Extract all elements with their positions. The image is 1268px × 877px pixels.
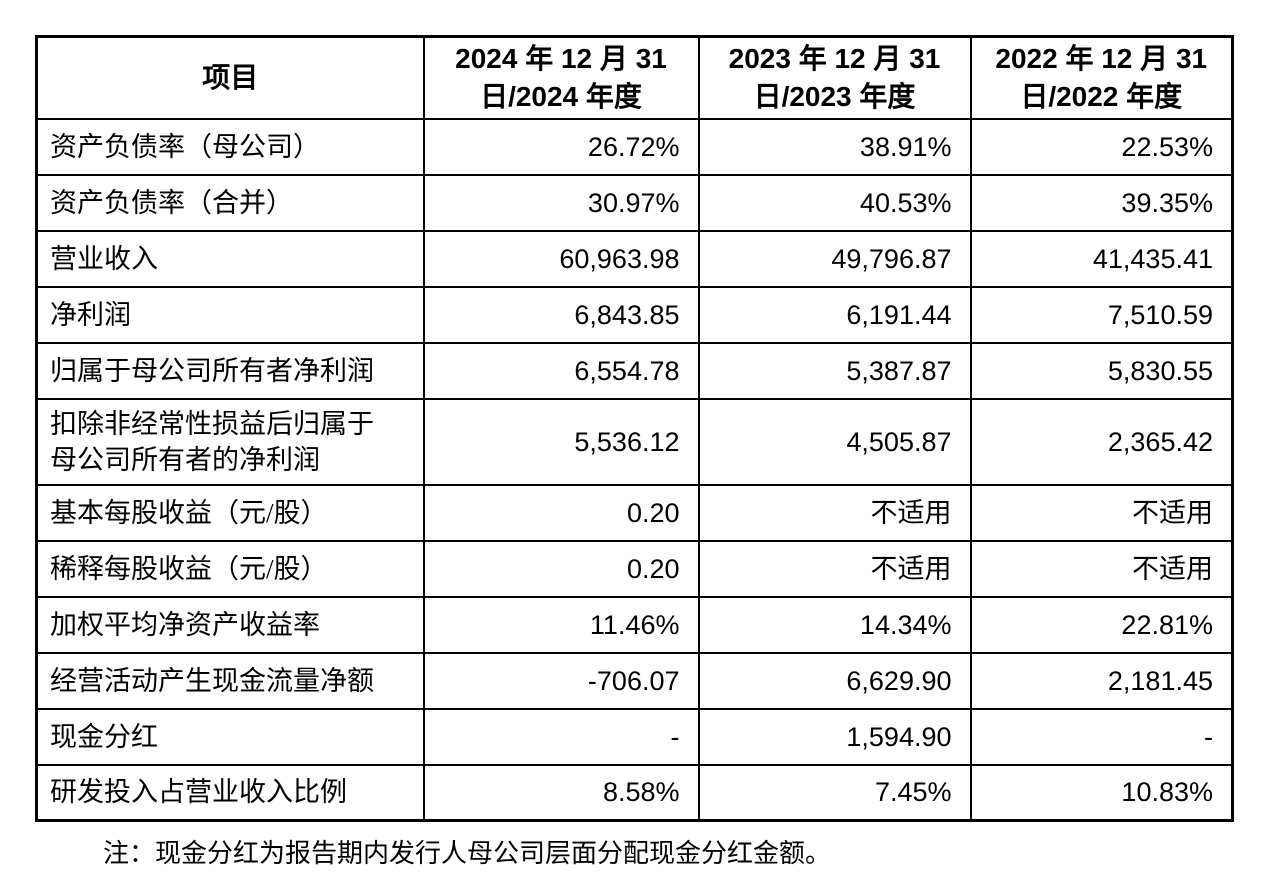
column-header-item: 项目 bbox=[35, 35, 425, 120]
value-cell: 不适用 bbox=[697, 539, 972, 598]
row-label-cell: 营业收入 bbox=[35, 229, 425, 288]
table-row: 资产负债率（母公司） 26.72% 38.91% 22.53% bbox=[35, 117, 1234, 176]
table-row: 归属于母公司所有者净利润 6,554.78 5,387.87 5,830.55 bbox=[35, 341, 1234, 400]
value-cell: 5,387.87 bbox=[697, 341, 972, 400]
footnote: 注：现金分红为报告期内发行人母公司层面分配现金分红金额。 bbox=[103, 839, 832, 868]
value-cell: 22.81% bbox=[969, 595, 1234, 654]
value-cell: 14.34% bbox=[697, 595, 972, 654]
table-row: 营业收入 60,963.98 49,796.87 41,435.41 bbox=[35, 229, 1234, 288]
value-cell: 2,181.45 bbox=[969, 651, 1234, 710]
column-header-2024: 2024 年 12 月 31 日/2024 年度 bbox=[422, 35, 700, 120]
column-header-2022: 2022 年 12 月 31 日/2022 年度 bbox=[969, 35, 1234, 120]
row-label-cell: 现金分红 bbox=[35, 707, 425, 766]
value-cell: 5,536.12 bbox=[422, 397, 700, 486]
table-row: 净利润 6,843.85 6,191.44 7,510.59 bbox=[35, 285, 1234, 344]
value-cell: 5,830.55 bbox=[969, 341, 1234, 400]
value-cell: 30.97% bbox=[422, 173, 700, 232]
value-cell: 6,843.85 bbox=[422, 285, 700, 344]
row-label-cell: 净利润 bbox=[35, 285, 425, 344]
value-cell: 4,505.87 bbox=[697, 397, 972, 486]
table-row: 加权平均净资产收益率 11.46% 14.34% 22.81% bbox=[35, 595, 1234, 654]
table-row: 现金分红 - 1,594.90 - bbox=[35, 707, 1234, 766]
value-cell: 40.53% bbox=[697, 173, 972, 232]
table-row: 稀释每股收益（元/股） 0.20 不适用 不适用 bbox=[35, 539, 1234, 598]
row-label-cell: 加权平均净资产收益率 bbox=[35, 595, 425, 654]
row-label-cell: 研发投入占营业收入比例 bbox=[35, 763, 425, 822]
value-cell: - bbox=[422, 707, 700, 766]
value-cell: 不适用 bbox=[697, 483, 972, 542]
table-header-row: 项目 2024 年 12 月 31 日/2024 年度 2023 年 12 月 … bbox=[35, 35, 1234, 120]
row-label-cell: 扣除非经常性损益后归属于母公司所有者的净利润 bbox=[35, 397, 425, 486]
value-cell: 26.72% bbox=[422, 117, 700, 176]
value-cell: 8.58% bbox=[422, 763, 700, 822]
value-cell: 不适用 bbox=[969, 483, 1234, 542]
value-cell: 7.45% bbox=[697, 763, 972, 822]
table-row: 基本每股收益（元/股） 0.20 不适用 不适用 bbox=[35, 483, 1234, 542]
table-row: 经营活动产生现金流量净额 -706.07 6,629.90 2,181.45 bbox=[35, 651, 1234, 710]
value-cell: 11.46% bbox=[422, 595, 700, 654]
value-cell: - bbox=[969, 707, 1234, 766]
value-cell: 6,554.78 bbox=[422, 341, 700, 400]
table-row: 研发投入占营业收入比例 8.58% 7.45% 10.83% bbox=[35, 763, 1234, 822]
value-cell: 6,191.44 bbox=[697, 285, 972, 344]
row-label-cell: 资产负债率（合并） bbox=[35, 173, 425, 232]
row-label-cell: 经营活动产生现金流量净额 bbox=[35, 651, 425, 710]
row-label-cell: 归属于母公司所有者净利润 bbox=[35, 341, 425, 400]
value-cell: 6,629.90 bbox=[697, 651, 972, 710]
value-cell: 49,796.87 bbox=[697, 229, 972, 288]
value-cell: 不适用 bbox=[969, 539, 1234, 598]
financial-table: 项目 2024 年 12 月 31 日/2024 年度 2023 年 12 月 … bbox=[35, 35, 1234, 822]
value-cell: 38.91% bbox=[697, 117, 972, 176]
row-label-cell: 基本每股收益（元/股） bbox=[35, 483, 425, 542]
row-label-cell: 资产负债率（母公司） bbox=[35, 117, 425, 176]
value-cell: 39.35% bbox=[969, 173, 1234, 232]
value-cell: 2,365.42 bbox=[969, 397, 1234, 486]
value-cell: -706.07 bbox=[422, 651, 700, 710]
value-cell: 1,594.90 bbox=[697, 707, 972, 766]
value-cell: 41,435.41 bbox=[969, 229, 1234, 288]
table-row: 资产负债率（合并） 30.97% 40.53% 39.35% bbox=[35, 173, 1234, 232]
value-cell: 7,510.59 bbox=[969, 285, 1234, 344]
financial-summary-table: 项目 2024 年 12 月 31 日/2024 年度 2023 年 12 月 … bbox=[35, 35, 1234, 822]
table-row: 扣除非经常性损益后归属于母公司所有者的净利润 5,536.12 4,505.87… bbox=[35, 397, 1234, 486]
value-cell: 60,963.98 bbox=[422, 229, 700, 288]
column-header-2023: 2023 年 12 月 31 日/2023 年度 bbox=[697, 35, 972, 120]
value-cell: 0.20 bbox=[422, 539, 700, 598]
value-cell: 0.20 bbox=[422, 483, 700, 542]
value-cell: 10.83% bbox=[969, 763, 1234, 822]
value-cell: 22.53% bbox=[969, 117, 1234, 176]
row-label-cell: 稀释每股收益（元/股） bbox=[35, 539, 425, 598]
